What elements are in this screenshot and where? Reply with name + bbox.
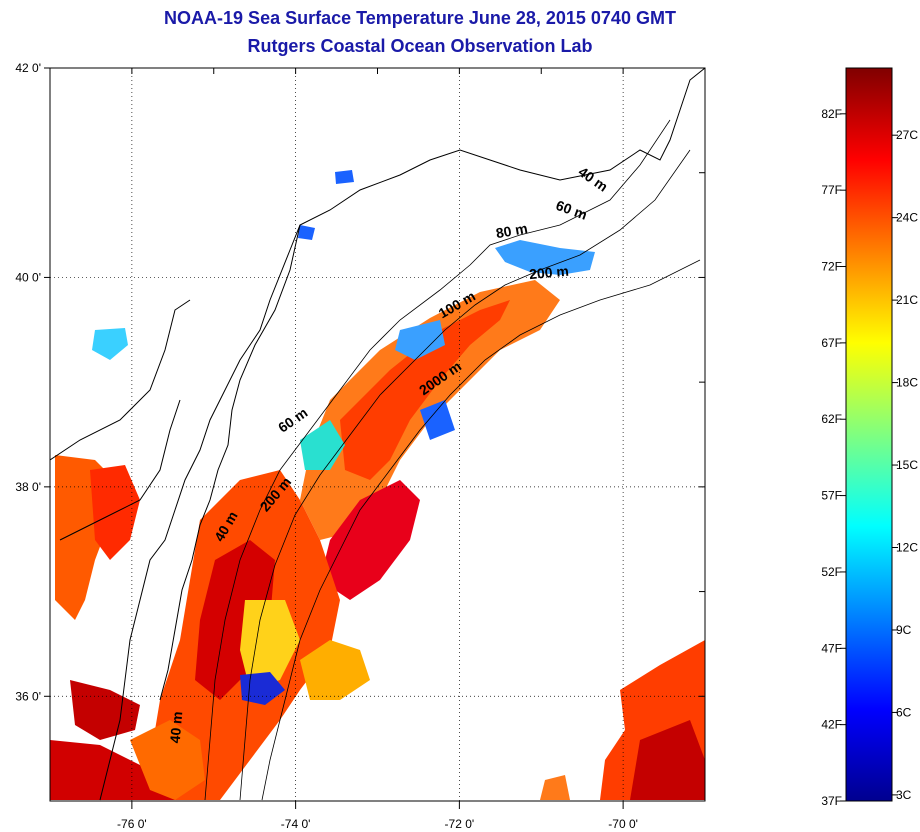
colorbar-c-label: 6C bbox=[896, 705, 912, 719]
colorbar-c-label: 24C bbox=[896, 211, 918, 225]
isobath-label: 40 m bbox=[167, 711, 186, 744]
colorbar-f-label: 37F bbox=[821, 794, 842, 808]
lon-tick-label: -70 0' bbox=[608, 817, 638, 831]
colorbar-f-label: 42F bbox=[821, 718, 842, 732]
colorbar-f-label: 82F bbox=[821, 107, 842, 121]
map-title: NOAA-19 Sea Surface Temperature June 28,… bbox=[164, 8, 676, 28]
colorbar-c-label: 27C bbox=[896, 128, 918, 142]
isobath-label: 80 m bbox=[495, 220, 529, 241]
colorbar-c-label: 15C bbox=[896, 458, 918, 472]
map-subtitle: Rutgers Coastal Ocean Observation Lab bbox=[247, 36, 593, 56]
colorbar-c-label: 18C bbox=[896, 376, 918, 390]
lon-tick-label: -74 0' bbox=[281, 817, 311, 831]
lat-lon-grid bbox=[44, 67, 705, 809]
isobath-label: 60 m bbox=[275, 404, 310, 435]
lon-tick-label: -72 0' bbox=[445, 817, 475, 831]
colorbar-f-label: 77F bbox=[821, 183, 842, 197]
colorbar-f-label: 47F bbox=[821, 641, 842, 655]
colorbar bbox=[845, 67, 893, 802]
colorbar-ticks: 82F 77F 72F 67F 62F 57F 52F 47F 42F 37F 27C 24C 21C 1… bbox=[821, 107, 918, 808]
lon-tick-label: -76 0' bbox=[117, 817, 147, 831]
colorbar-f-label: 72F bbox=[821, 260, 842, 274]
colorbar-c-label: 9C bbox=[896, 623, 912, 637]
sst-imagery bbox=[50, 170, 705, 800]
lat-tick-label: 38 0' bbox=[15, 480, 41, 494]
colorbar-f-label: 57F bbox=[821, 489, 842, 503]
colorbar-c-label: 3C bbox=[896, 788, 912, 802]
isobath-label: 40 m bbox=[576, 163, 611, 194]
lat-tick-label: 36 0' bbox=[15, 689, 41, 703]
lat-tick-label: 42 0' bbox=[15, 61, 41, 75]
map-frame bbox=[49, 67, 706, 802]
coastline bbox=[50, 68, 705, 801]
colorbar-c-label: 12C bbox=[896, 541, 918, 555]
colorbar-f-label: 52F bbox=[821, 565, 842, 579]
isobath-label: 200 m bbox=[529, 263, 570, 282]
axis-labels: -76 0' -74 0' -72 0' -70 0' 42 0' 40 0' 38 0' 3… bbox=[15, 61, 638, 831]
colorbar-f-label: 62F bbox=[821, 412, 842, 426]
colorbar-f-label: 67F bbox=[821, 336, 842, 350]
colorbar-c-label: 21C bbox=[896, 293, 918, 307]
lat-tick-label: 40 0' bbox=[15, 270, 41, 284]
